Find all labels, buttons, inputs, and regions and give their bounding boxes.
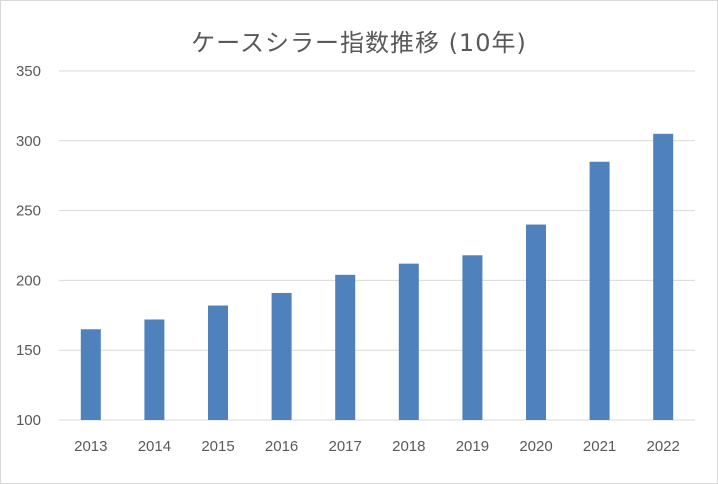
- y-axis-ticks: 100 150 200 250 300 350: [16, 63, 41, 429]
- y-tick-label: 350: [16, 63, 41, 80]
- bar-2016: [271, 292, 292, 420]
- y-tick-label: 100: [16, 412, 41, 429]
- x-tick-label: 2020: [519, 438, 552, 455]
- x-tick-label: 2021: [583, 438, 616, 455]
- bar-2022: [653, 133, 674, 420]
- x-tick-label: 2013: [74, 438, 107, 455]
- x-axis-ticks: 2013 2014 2015 2016 2017 2018 2019 2020 2021 2022: [74, 438, 680, 455]
- x-tick-label: 2017: [329, 438, 362, 455]
- bar-2020: [526, 224, 546, 420]
- bar-2014: [144, 319, 165, 420]
- bar-2013: [80, 329, 101, 420]
- y-tick-label: 300: [16, 133, 41, 150]
- bars: [80, 133, 674, 421]
- x-tick-label: 2019: [456, 438, 489, 455]
- x-tick-label: 2016: [265, 438, 298, 455]
- bar-2015: [208, 305, 228, 420]
- y-tick-label: 250: [16, 203, 41, 220]
- bar-2019: [462, 255, 483, 420]
- gridlines: [59, 70, 695, 421]
- x-tick-label: 2022: [647, 438, 680, 455]
- y-tick-label: 200: [16, 272, 41, 289]
- bar-2021: [589, 161, 610, 421]
- x-tick-label: 2015: [201, 438, 234, 455]
- bar-2017: [335, 274, 356, 420]
- chart-title: ケースシラー指数推移 (10年): [191, 29, 527, 57]
- x-tick-label: 2014: [138, 438, 171, 455]
- x-tick-label: 2018: [392, 438, 425, 455]
- bar-2018: [398, 263, 419, 420]
- y-tick-label: 150: [16, 342, 41, 359]
